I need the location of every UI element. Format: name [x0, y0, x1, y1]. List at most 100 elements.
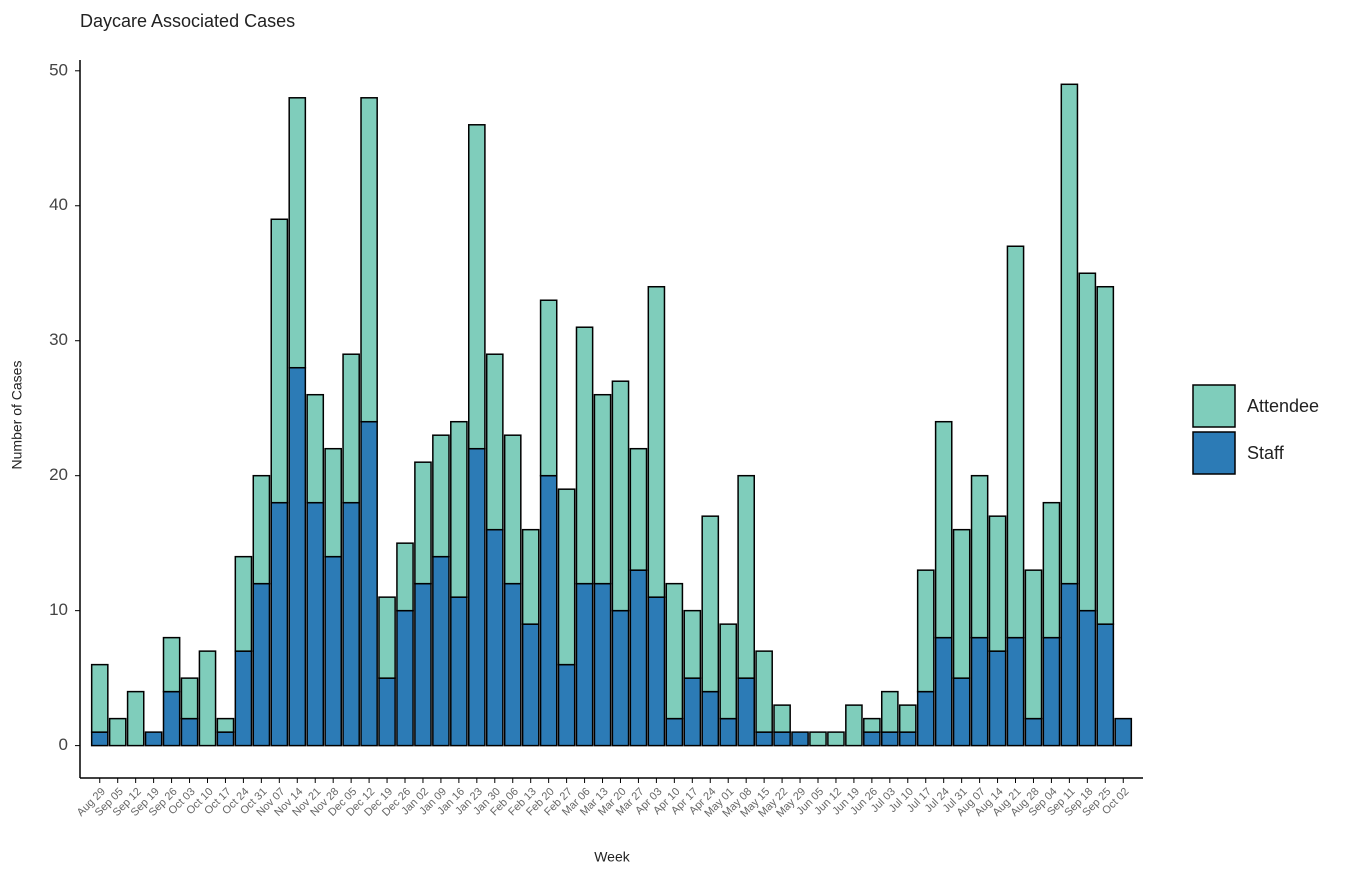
bar-segment	[575, 326, 594, 585]
bar-segment	[1096, 285, 1115, 625]
bar-segment	[162, 690, 181, 747]
bar-segment	[880, 731, 899, 747]
bar-segment	[647, 285, 666, 598]
bar-segment	[665, 582, 684, 720]
bar-segment	[360, 420, 378, 747]
legend-label: Attendee	[1247, 396, 1319, 416]
y-tick-label: 10	[49, 600, 68, 619]
bar-segment	[198, 650, 217, 747]
y-tick-label: 50	[49, 60, 68, 79]
bar-segment	[755, 650, 773, 733]
bar-segment	[647, 596, 666, 747]
legend-swatch	[1192, 384, 1236, 428]
bar-segment	[952, 677, 971, 747]
bar-segment	[1114, 717, 1133, 747]
bar-segment	[809, 731, 827, 747]
bar-segment	[180, 717, 199, 747]
bar-segment	[180, 677, 199, 720]
bar-segment	[988, 650, 1007, 747]
bar-segment	[593, 393, 612, 585]
bar-segment	[1078, 609, 1097, 747]
bar-segment	[629, 569, 648, 747]
bar-segment	[845, 704, 863, 747]
bar-segment	[414, 461, 432, 585]
bar-segment	[144, 731, 163, 747]
bar-segment	[521, 623, 540, 747]
bar-segment	[378, 677, 396, 747]
bar-segment	[970, 474, 989, 639]
bar-segment	[396, 609, 414, 747]
bar-segment	[1060, 83, 1079, 585]
bar-segment	[755, 731, 773, 747]
bar-segment	[557, 663, 576, 747]
bar-segment	[1060, 582, 1079, 747]
y-tick-label: 40	[49, 195, 68, 214]
bar-segment	[611, 380, 630, 612]
legend-label: Staff	[1247, 443, 1285, 463]
bar-segment	[432, 434, 450, 558]
bar-segment	[485, 353, 504, 531]
bar-segment	[396, 542, 414, 612]
bar-segment	[234, 650, 253, 747]
bar-segment	[1024, 717, 1043, 747]
bar-segment	[342, 353, 360, 504]
bar-segment	[737, 474, 756, 679]
bar-segment	[1042, 636, 1061, 747]
bar-segment	[539, 474, 558, 747]
bar-segment	[1078, 272, 1097, 612]
bar-segment	[90, 663, 109, 733]
bar-segment	[593, 582, 612, 747]
bar-segment	[898, 731, 917, 747]
bar-segment	[503, 582, 522, 747]
bar-segment	[916, 569, 935, 693]
bar-segment	[108, 717, 127, 747]
bar-segment	[1006, 245, 1025, 639]
x-axis-label: Week	[594, 849, 631, 865]
y-tick-label: 20	[49, 465, 68, 484]
bar-segment	[216, 717, 235, 733]
bar-segment	[916, 690, 935, 747]
bar-segment	[90, 731, 109, 747]
bar-segment	[665, 717, 684, 747]
bar-segment	[934, 420, 953, 639]
bar-segment	[306, 501, 325, 747]
bar-segment	[378, 596, 396, 679]
bar-segment	[683, 609, 702, 679]
bar-segment	[629, 447, 648, 571]
bar-segment	[683, 677, 702, 747]
y-axis-label: Number of Cases	[9, 361, 25, 470]
bar-segment	[557, 488, 576, 666]
bar-segment	[970, 636, 989, 747]
bar-segment	[1024, 569, 1043, 720]
y-tick-label: 0	[59, 735, 68, 754]
bar-segment	[1006, 636, 1025, 747]
bar-segment	[988, 515, 1007, 652]
bar-segment	[611, 609, 630, 747]
bar-segment	[773, 704, 791, 733]
bar-segment	[880, 690, 899, 733]
bar-segment	[719, 623, 738, 720]
bar-segment	[791, 731, 809, 747]
bar-segment	[863, 717, 881, 733]
bar-segment	[324, 555, 343, 747]
bar-segment	[467, 447, 486, 747]
bar-segment	[360, 97, 378, 423]
bar-segment	[773, 731, 791, 747]
legend-swatch	[1192, 431, 1236, 475]
bar-segment	[270, 501, 289, 747]
bar-segment	[701, 690, 720, 747]
bar-segment	[952, 528, 971, 679]
bar-segment	[1042, 501, 1061, 639]
bar-segment	[1096, 623, 1115, 747]
bar-segment	[521, 528, 540, 625]
bar-segment	[450, 420, 468, 598]
chart-title: Daycare Associated Cases	[80, 11, 295, 31]
bar-segment	[863, 731, 881, 747]
bar-segment	[288, 97, 307, 369]
bar-segment	[485, 528, 504, 747]
bar-segment	[450, 596, 468, 747]
bar-segment	[216, 731, 235, 747]
y-tick-label: 30	[49, 330, 68, 349]
bar-segment	[934, 636, 953, 747]
